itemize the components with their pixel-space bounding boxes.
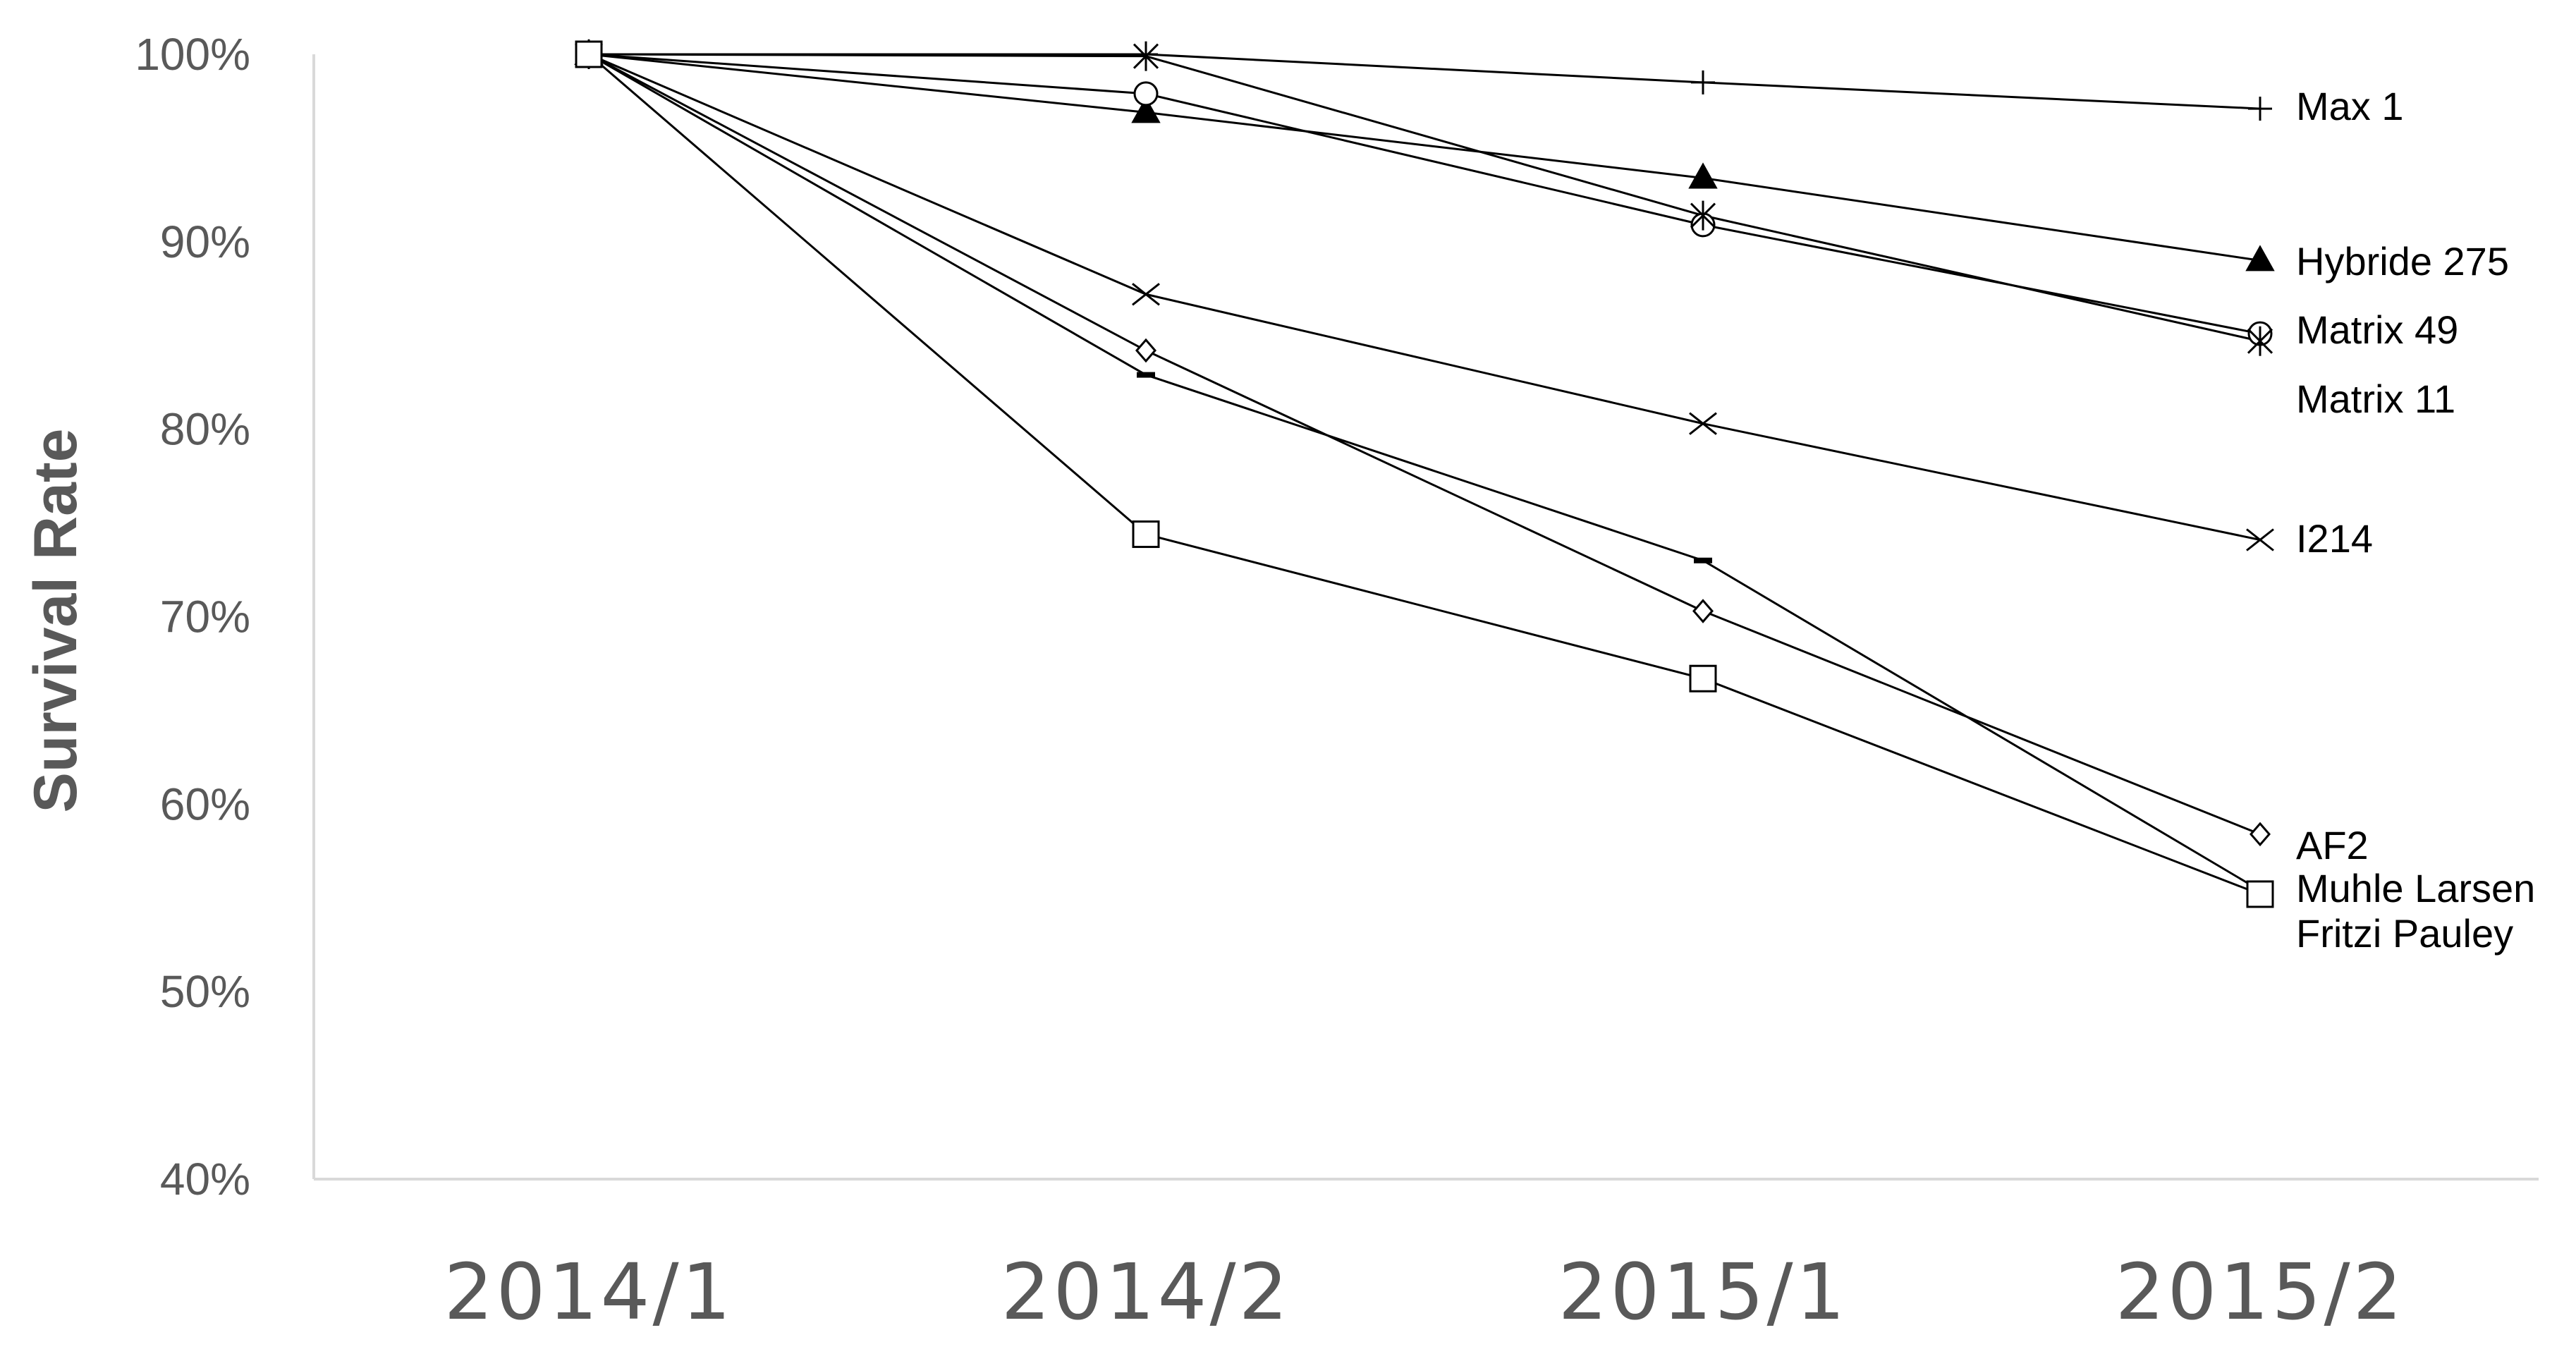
series-label-i214: I214 bbox=[2296, 516, 2373, 561]
y-tick-label: 40% bbox=[160, 1154, 250, 1204]
data-point-asterisk bbox=[2247, 326, 2273, 356]
y-tick-label: 90% bbox=[160, 216, 250, 267]
data-point-asterisk bbox=[1133, 41, 1159, 71]
x-tick-label: 2014/2 bbox=[1001, 1247, 1291, 1337]
series-label-max-1: Max 1 bbox=[2296, 84, 2404, 128]
data-point-x bbox=[1689, 412, 1717, 435]
series-lines bbox=[588, 53, 2261, 896]
data-point-x bbox=[2246, 528, 2274, 551]
x-tick-label: 2015/1 bbox=[1558, 1247, 1848, 1337]
x-tick-label: 2015/2 bbox=[2116, 1247, 2405, 1337]
series-labels: Max 1 Hybride 275 Matrix 49 Matrix 11 I214 AF… bbox=[2296, 84, 2535, 956]
series-label-fritzi-pauley: Fritzi Pauley bbox=[2296, 911, 2513, 956]
data-point-diamond bbox=[1135, 338, 1156, 363]
data-point-square bbox=[1689, 664, 1717, 693]
data-point-triangle-filled bbox=[2245, 245, 2275, 272]
series-line-muhle-larsen bbox=[588, 53, 2261, 891]
data-point-diamond bbox=[1692, 599, 1714, 623]
series-label-muhle-larsen: Muhle Larsen bbox=[2296, 866, 2535, 910]
data-point-diamond bbox=[2250, 822, 2271, 847]
data-point-square bbox=[1132, 520, 1160, 549]
y-tick-label: 60% bbox=[160, 779, 250, 829]
y-tick-label: 70% bbox=[160, 592, 250, 642]
y-axis-label: Survival Rate bbox=[22, 429, 90, 813]
series-line-hybride-275 bbox=[588, 53, 2261, 262]
series-label-matrix-49: Matrix 49 bbox=[2296, 307, 2458, 352]
series-label-af2: AF2 bbox=[2296, 823, 2369, 867]
y-tick-label: 80% bbox=[160, 404, 250, 455]
data-point-dash bbox=[1137, 372, 1155, 378]
data-point-plus bbox=[2248, 97, 2272, 121]
data-point-triangle-filled bbox=[1131, 97, 1161, 123]
data-point-x bbox=[1132, 283, 1160, 306]
series-line-i214 bbox=[588, 53, 2261, 541]
data-point-asterisk bbox=[1690, 200, 1716, 231]
series-line-fritzi-pauley bbox=[588, 53, 2261, 896]
x-tick-label: 2014/1 bbox=[444, 1247, 734, 1337]
y-tick-label: 50% bbox=[160, 966, 250, 1017]
data-point-dash bbox=[1694, 557, 1712, 563]
series-label-matrix-11: Matrix 11 bbox=[2296, 377, 2455, 421]
series-line-matrix-11 bbox=[588, 53, 2261, 343]
data-point-square bbox=[575, 40, 603, 68]
data-point-plus bbox=[1691, 70, 1715, 94]
data-point-triangle-filled bbox=[1688, 162, 1718, 189]
series-markers bbox=[574, 38, 2275, 908]
axes: 40% 50% 60% 70% 80% 90% 100% 2014/1 2014/2 2015/1… bbox=[135, 29, 2539, 1337]
series-line-af2 bbox=[588, 53, 2261, 836]
series-label-hybride-275: Hybride 275 bbox=[2296, 239, 2509, 283]
y-tick-label: 100% bbox=[135, 29, 250, 80]
data-point-circle bbox=[1133, 81, 1159, 106]
data-point-square bbox=[2246, 880, 2274, 908]
